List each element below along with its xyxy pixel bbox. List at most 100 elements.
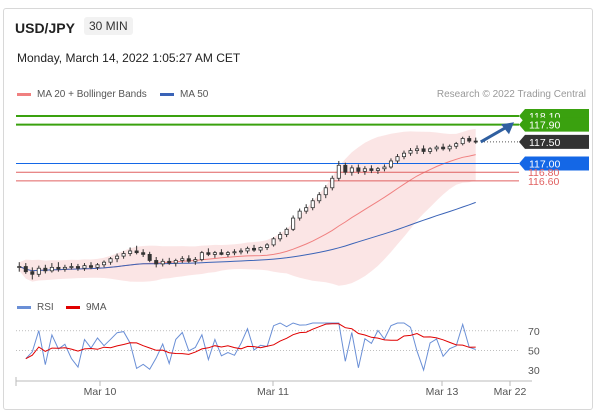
candle-body: [467, 138, 472, 142]
candle-body: [23, 266, 28, 273]
candle-body: [173, 260, 178, 264]
ma50-swatch: [160, 93, 174, 96]
legend-ma50-label: MA 50: [180, 89, 209, 100]
rsi-tick-30: 30: [528, 365, 540, 377]
candle-body: [154, 260, 159, 265]
candle-body: [232, 251, 237, 254]
candle-body: [186, 258, 191, 262]
candle-body: [415, 148, 420, 151]
level-label-117-50: 117.50: [529, 137, 560, 149]
rsi-swatch: [17, 306, 31, 309]
forecast-arrow-shaft: [479, 125, 509, 144]
candle-body: [69, 266, 74, 268]
candle-body: [102, 261, 107, 266]
legend-rsi-label: RSI: [37, 302, 54, 313]
candle-body: [297, 210, 302, 219]
x-tick-mar-11: Mar 11: [257, 386, 289, 398]
legend-rsi-ma-label: 9MA: [86, 302, 107, 313]
candle-body: [245, 247, 250, 252]
candle-body: [356, 167, 361, 172]
legend-ma20: MA 20 + Bollinger Bands: [17, 89, 147, 100]
candle-body: [421, 148, 426, 152]
candle-body: [336, 164, 341, 179]
candle-body: [284, 228, 289, 235]
candle-body: [317, 194, 322, 202]
candle-body: [428, 148, 433, 152]
candle-body: [402, 152, 407, 158]
candle-body: [49, 266, 54, 272]
ma50-line: [19, 201, 476, 272]
legend-rsi-ma: 9MA: [66, 302, 107, 313]
candle-body: [323, 187, 328, 196]
candle-body: [30, 271, 35, 275]
candle-body: [128, 250, 133, 254]
candle-body: [212, 252, 217, 255]
candle-body: [160, 260, 165, 265]
level-label-117-90: 117.90: [529, 120, 560, 132]
candle-body: [330, 177, 335, 189]
candle-body: [36, 267, 41, 275]
forecast-arrow-head: [501, 122, 514, 135]
rsi-ma-line: [25, 323, 476, 360]
candle-body: [362, 168, 367, 172]
level-label-116-60: 116.60: [528, 176, 559, 188]
candle-body: [147, 253, 152, 261]
candle-body: [62, 266, 67, 270]
candle-body: [167, 260, 172, 264]
level-tag-117-90: [519, 117, 589, 132]
legend-ma20-label: MA 20 + Bollinger Bands: [37, 89, 147, 100]
candle-body: [408, 150, 413, 154]
candle-body: [304, 207, 309, 212]
candle-body: [395, 156, 400, 162]
candle-body: [375, 168, 380, 171]
candle-body: [17, 266, 22, 268]
candle-body: [82, 265, 87, 269]
level-label-116-80: 116.80: [528, 167, 559, 179]
candle-body: [473, 140, 478, 143]
level-tag-117-00: [519, 156, 589, 171]
chart-card: USD/JPY 30 MIN Monday, March 14, 2022 1:…: [3, 8, 593, 410]
candle-body: [349, 167, 354, 173]
candle-body: [225, 252, 230, 255]
candle-body: [75, 266, 80, 269]
level-tag-117-50: [519, 134, 589, 149]
candle-body: [121, 253, 126, 257]
candle-body: [369, 168, 374, 171]
candle-body: [258, 247, 263, 251]
candle-body: [382, 166, 387, 170]
candle-body: [180, 258, 185, 261]
candle-body: [310, 200, 315, 209]
candle-body: [199, 252, 204, 260]
candle-body: [88, 265, 93, 268]
rsi-tick-50: 50: [528, 345, 540, 357]
timeframe-badge[interactable]: 30 MIN: [84, 17, 133, 35]
timestamp: Monday, March 14, 2022 1:05:27 AM CET: [17, 51, 241, 65]
rsi-tick-70: 70: [528, 326, 540, 338]
candle-body: [291, 217, 296, 230]
candle-body: [108, 258, 113, 263]
candle-body: [115, 255, 120, 260]
candle-body: [265, 244, 270, 248]
candle-body: [219, 252, 224, 255]
ma20-swatch: [17, 93, 31, 96]
candle-body: [252, 247, 257, 251]
candle-body: [95, 264, 100, 268]
candle-body: [447, 145, 452, 150]
legend-ma50: MA 50: [160, 89, 208, 100]
research-credit: Research © 2022 Trading Central: [436, 89, 586, 100]
rsi-ma-swatch: [66, 306, 80, 309]
rsi-line: [25, 322, 476, 372]
symbol-title: USD/JPY: [15, 20, 75, 36]
candle-body: [434, 146, 439, 150]
candle-body: [56, 266, 61, 270]
x-tick-mar-13: Mar 13: [426, 386, 459, 398]
candle-body: [43, 267, 48, 272]
candle-body: [238, 250, 243, 253]
level-label-117-00: 117.00: [529, 159, 560, 171]
price-chart: 118.10117.90117.50117.00116.80116.607050…: [15, 108, 589, 398]
candle-body: [134, 250, 139, 254]
legend-rsi: RSI: [17, 302, 54, 313]
candle-body: [271, 238, 276, 246]
candle-body: [460, 138, 465, 145]
bollinger-band: [19, 128, 476, 286]
